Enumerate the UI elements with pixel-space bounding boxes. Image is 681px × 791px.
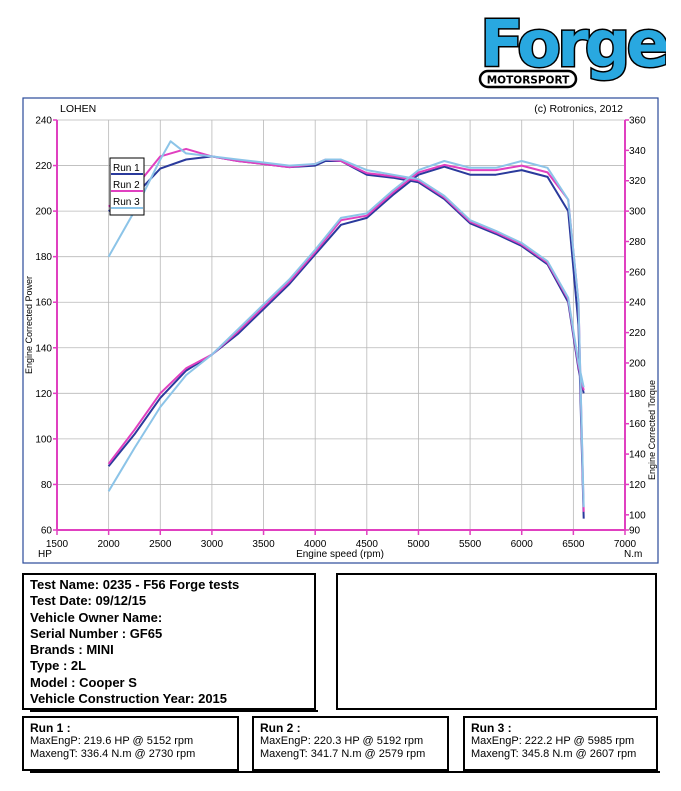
y-tick-label-left: 120	[35, 389, 52, 400]
y-axis-label-left: Engine Corrected Power	[24, 276, 34, 374]
forge-logo: Forge MOTORSPORT	[478, 8, 666, 89]
construction-year: Vehicle Construction Year: 2015	[30, 691, 228, 707]
run-3-title: Run 3 :	[471, 721, 512, 735]
y-tick-label-left: 160	[35, 298, 52, 309]
y-tick-label-right: 240	[629, 298, 646, 309]
engine-type: Type : 2L	[30, 658, 87, 674]
vehicle-owner: Vehicle Owner Name:	[30, 609, 163, 625]
x-tick-label: 3000	[201, 539, 224, 550]
y-tick-label-left: 200	[35, 207, 52, 218]
logo-tagline: MOTORSPORT	[487, 75, 570, 87]
logo-tagline-bar	[478, 69, 578, 89]
brand: Brands : MINI	[30, 642, 114, 658]
run-1-max-torque: MaxengT: 336.4 N.m @ 2730 rpm	[30, 748, 196, 760]
unit-right: N.m	[624, 549, 642, 560]
x-tick-label: 1500	[46, 539, 69, 550]
x-tick-label: 4500	[356, 539, 379, 550]
blank-panel	[336, 573, 657, 710]
test-name: Test Name: 0235 - F56 Forge tests	[30, 577, 240, 592]
y-tick-label-right: 200	[629, 358, 646, 369]
y-tick-label-left: 140	[35, 343, 52, 354]
y-tick-label-right: 260	[629, 267, 646, 278]
y-tick-label-right: 360	[629, 116, 646, 127]
y-tick-label-right: 300	[629, 207, 646, 218]
y-tick-label-right: 280	[629, 237, 646, 248]
run-3-summary: Run 3 : MaxEngP: 222.2 HP @ 5985 rpm Max…	[463, 716, 658, 771]
run-2-max-power: MaxEngP: 220.3 HP @ 5192 rpm	[260, 735, 424, 747]
model: Model : Cooper S	[30, 674, 137, 690]
y-tick-label-left: 180	[35, 252, 52, 263]
y-tick-label-right: 220	[629, 328, 646, 339]
legend-label-run-3: Run 3	[113, 197, 140, 208]
test-date: Test Date: 09/12/15	[30, 593, 147, 609]
run-3-max-power: MaxEngP: 222.2 HP @ 5985 rpm	[471, 735, 635, 747]
run-2-title: Run 2 :	[260, 721, 301, 735]
x-tick-label: 2500	[149, 539, 172, 550]
y-tick-label-left: 60	[41, 526, 53, 537]
serial-number: Serial Number : GF65	[30, 625, 163, 641]
y-axis-label-right: Engine Corrected Torque	[647, 380, 657, 480]
x-tick-label: 5000	[407, 539, 430, 550]
unit-left: HP	[38, 549, 52, 560]
run-1-summary: Run 1 : MaxEngP: 219.6 HP @ 5152 rpm Max…	[22, 716, 239, 771]
y-tick-label-left: 240	[35, 116, 52, 127]
y-tick-label-right: 100	[629, 510, 646, 521]
run-1-max-power: MaxEngP: 219.6 HP @ 5152 rpm	[30, 735, 194, 747]
torque-curve-run-3	[107, 140, 585, 388]
y-tick-label-right: 160	[629, 419, 646, 430]
dyno-chart: LOHEN (c) Rotronics, 2012 1500 2000 2500 3000…	[22, 97, 659, 564]
y-tick-label-left: 100	[35, 434, 52, 445]
run-2-max-torque: MaxengT: 341.7 N.m @ 2579 rpm	[260, 748, 426, 760]
legend-label-run-1: Run 1	[113, 163, 140, 174]
x-axis-label: Engine speed (rpm)	[296, 549, 384, 560]
x-tick-label: 3500	[252, 539, 275, 550]
run-2-summary: Run 2 : MaxEngP: 220.3 HP @ 5192 rpm Max…	[252, 716, 449, 771]
x-tick-label: 6500	[562, 539, 585, 550]
legend-label-run-2: Run 2	[113, 180, 140, 191]
y-tick-label-left: 80	[41, 480, 53, 491]
y-tick-label-right: 90	[629, 526, 641, 537]
run-1-title: Run 1 :	[30, 721, 71, 735]
power-curve-run-3	[107, 160, 585, 508]
y-tick-label-right: 320	[629, 176, 646, 187]
torque-curve-run-2	[108, 147, 585, 391]
run-boxes-shadow	[30, 771, 660, 773]
y-tick-label-left: 220	[35, 161, 52, 172]
power-curve-run-1	[107, 165, 585, 519]
power-curve-run-2	[107, 163, 585, 512]
legend-box	[109, 157, 145, 216]
x-tick-label: 6000	[511, 539, 534, 550]
chart-header-left: LOHEN	[60, 103, 96, 115]
info-box-shadow	[30, 710, 318, 712]
chart-header-right: (c) Rotronics, 2012	[534, 103, 623, 115]
y-tick-label-right: 180	[629, 389, 646, 400]
test-info-box: Test Name: 0235 - F56 Forge tests Test D…	[22, 573, 316, 710]
y-tick-label-right: 340	[629, 146, 646, 157]
y-tick-label-right: 120	[629, 480, 646, 491]
x-tick-label: 5500	[459, 539, 482, 550]
y-tick-label-right: 140	[629, 450, 646, 461]
x-tick-label: 7000	[614, 539, 637, 550]
x-tick-label: 4000	[304, 539, 327, 550]
run-3-max-torque: MaxengT: 345.8 N.m @ 2607 rpm	[471, 748, 637, 760]
x-tick-label: 2000	[98, 539, 121, 550]
